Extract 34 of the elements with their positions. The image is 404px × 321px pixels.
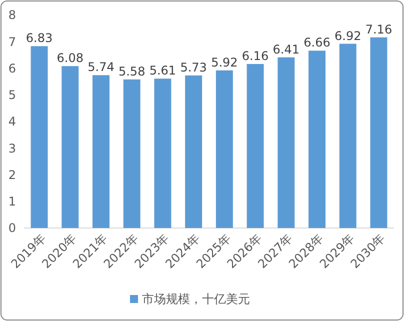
bar: [154, 78, 172, 228]
data-label: 6.92: [334, 28, 362, 43]
bar: [185, 75, 202, 228]
bar: [278, 57, 295, 228]
y-tick-label: 3: [8, 141, 16, 156]
bar: [62, 66, 79, 228]
data-label: 6.83: [26, 31, 53, 46]
data-label: 6.66: [304, 36, 330, 50]
data-label: 5.73: [180, 60, 207, 74]
bar: [246, 64, 264, 228]
y-tick-label: 2: [8, 168, 16, 182]
bar: [216, 70, 233, 228]
data-label: 6.08: [56, 51, 84, 66]
y-tick-label: 7: [8, 34, 16, 49]
data-label: 5.61: [149, 64, 176, 78]
bar: [92, 75, 110, 228]
data-label: 5.58: [118, 64, 146, 78]
data-label: 6.16: [242, 48, 269, 63]
bar: [370, 37, 388, 228]
y-tick-label: 1: [8, 194, 16, 209]
bar: [308, 50, 326, 228]
y-tick-label: 8: [8, 8, 16, 22]
legend-label: 市场规模，十亿美元: [142, 292, 250, 306]
y-tick-label: 4: [8, 114, 16, 129]
data-label: 6.41: [272, 42, 300, 56]
bar: [339, 44, 356, 228]
data-label: 5.74: [88, 60, 114, 74]
data-label: 5.92: [211, 55, 238, 70]
bar: [30, 46, 48, 228]
y-tick-label: 0: [8, 221, 16, 236]
data-label: 7.16: [365, 22, 392, 36]
bar: [123, 79, 140, 228]
y-tick-label: 6: [8, 61, 16, 76]
y-tick-label: 5: [8, 88, 16, 102]
